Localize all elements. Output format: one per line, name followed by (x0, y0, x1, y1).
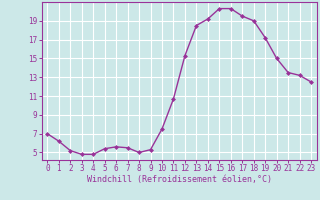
X-axis label: Windchill (Refroidissement éolien,°C): Windchill (Refroidissement éolien,°C) (87, 175, 272, 184)
